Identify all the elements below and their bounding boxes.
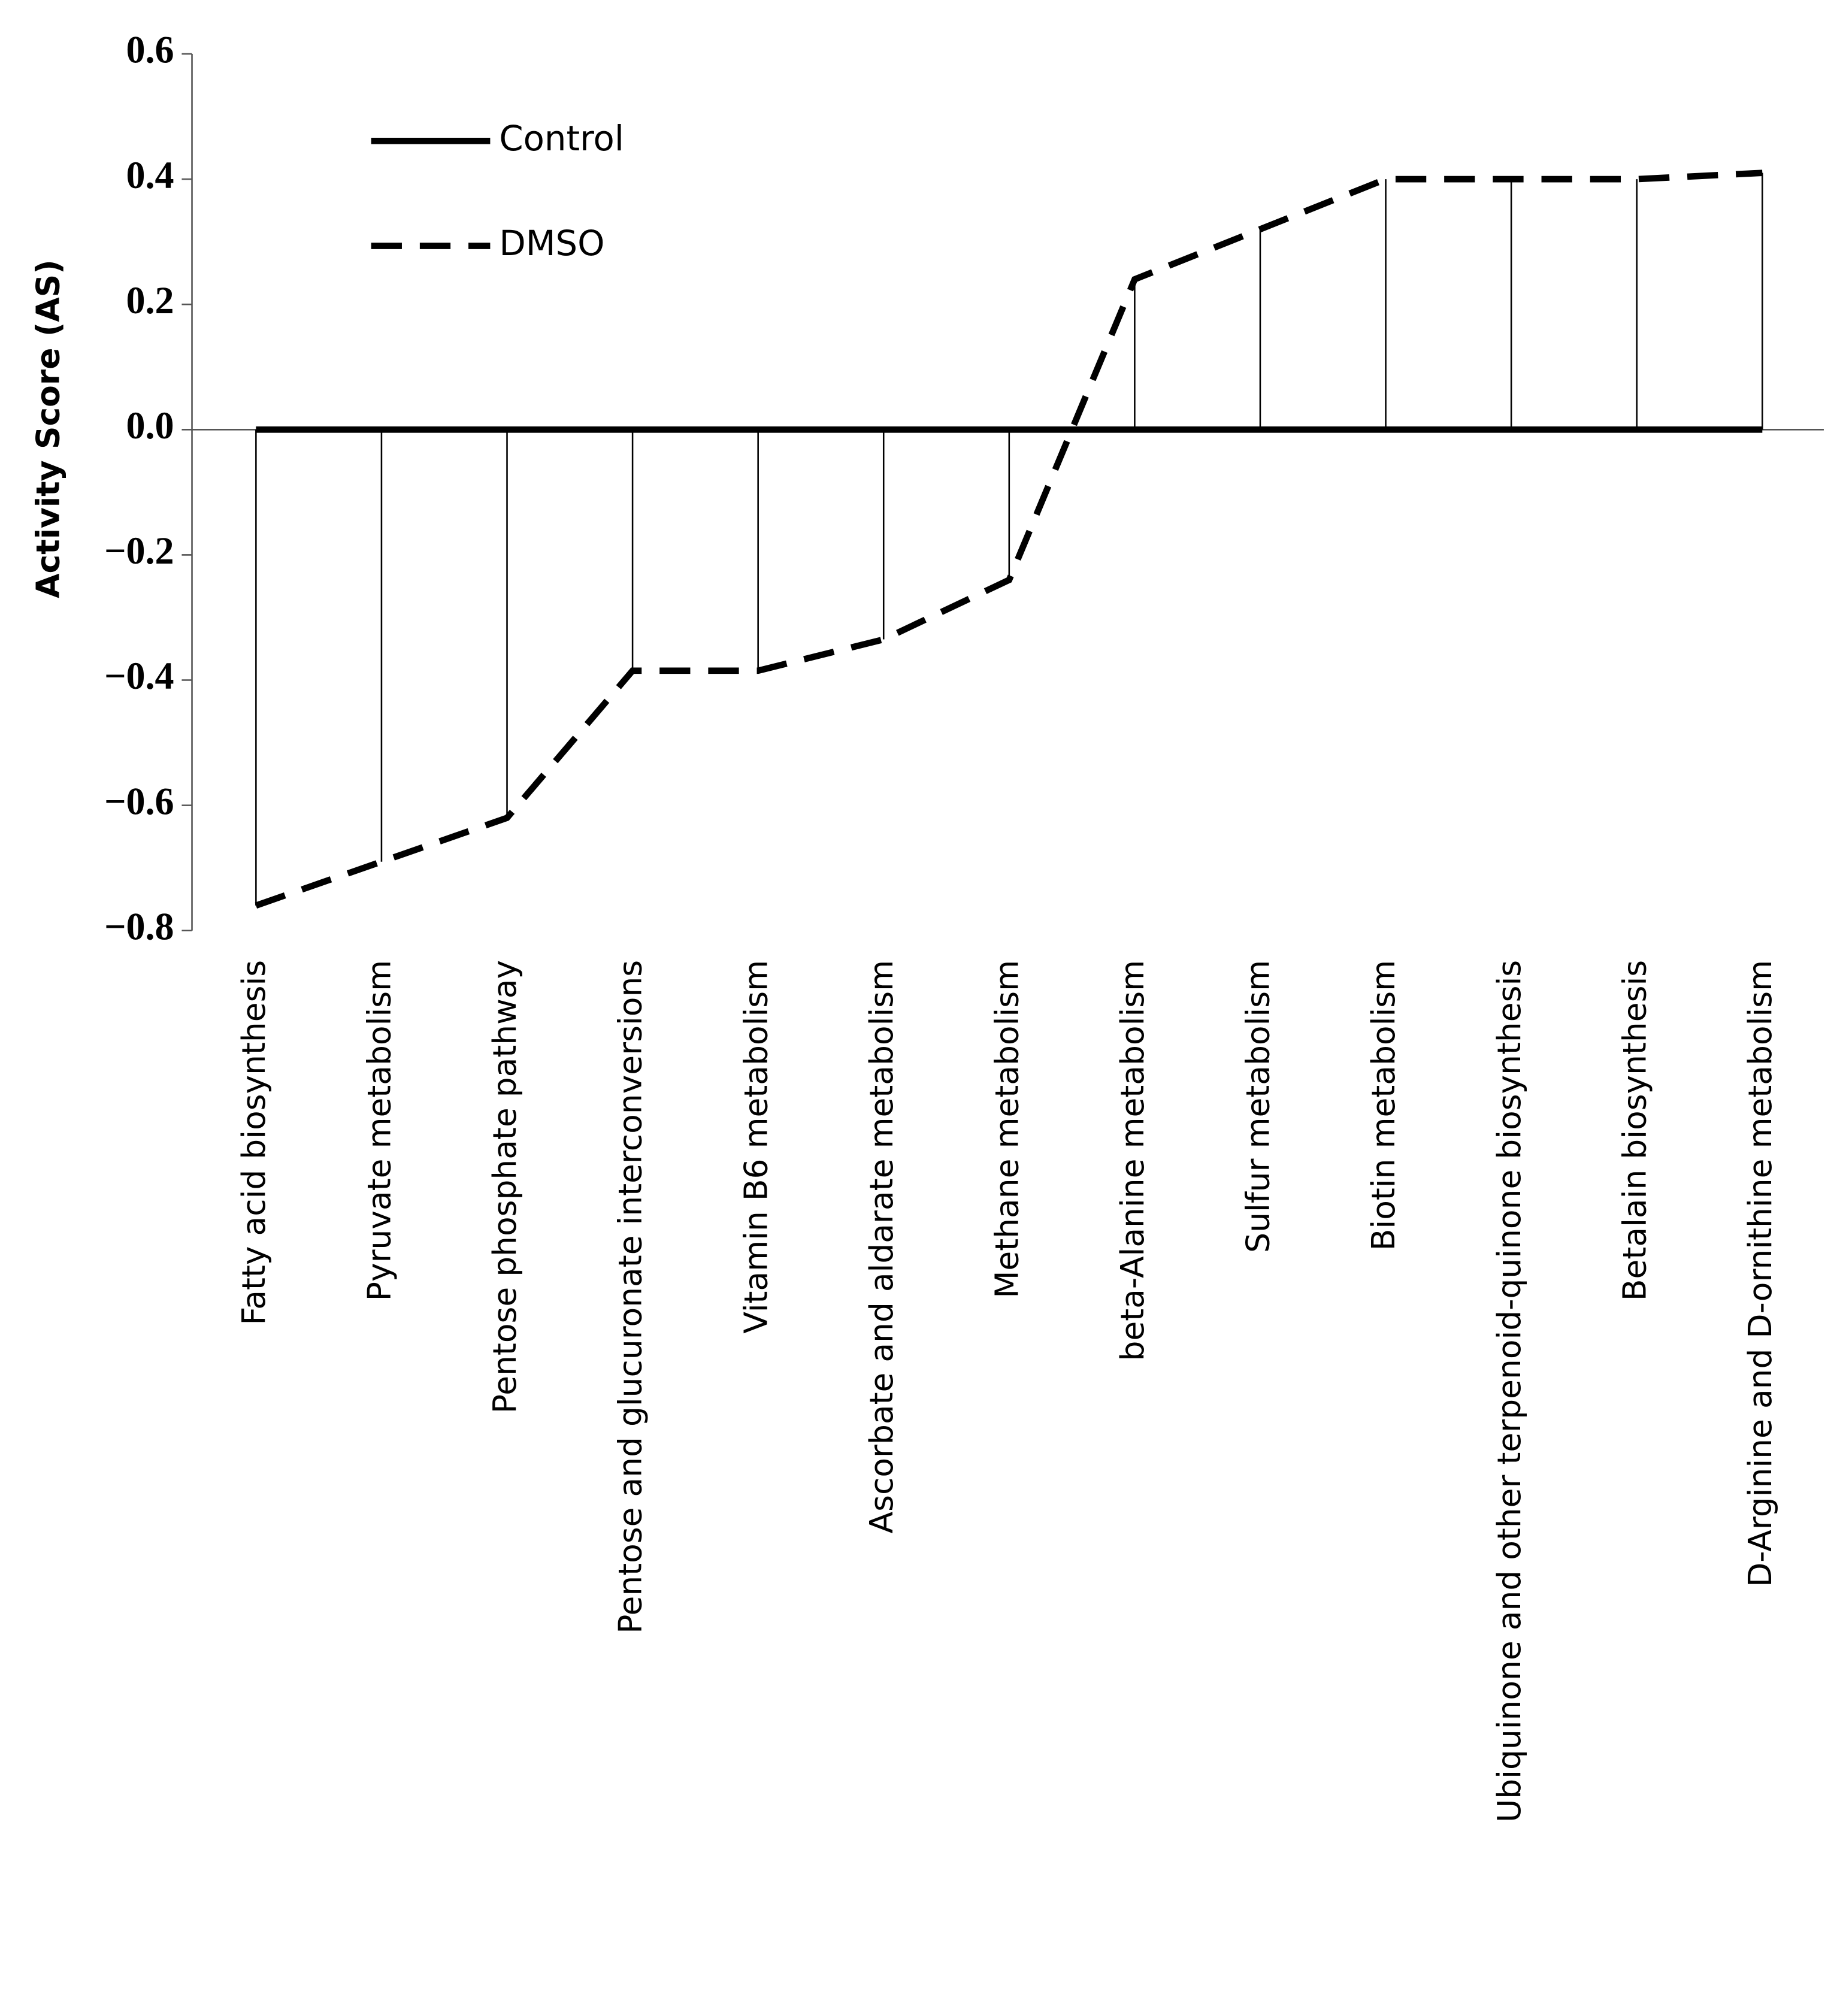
y-axis-label: Activity Score (AS): [29, 259, 66, 598]
y-tick-label: 0.0: [126, 404, 174, 447]
y-tick-label: −0.4: [104, 655, 174, 697]
x-tick-label: Fatty acid biosynthesis: [235, 960, 273, 1325]
y-tick-label: −0.6: [104, 780, 174, 822]
x-tick-label: Pentose and glucuronate interconversions: [612, 960, 649, 1634]
x-tick-label: Ubiquinone and other terpenoid-quinone b…: [1490, 960, 1528, 1823]
x-tick-label: Ascorbate and aldarate metabolism: [863, 960, 900, 1534]
x-tick-label: Pentose phosphate pathway: [486, 960, 523, 1413]
x-tick-label: beta-Alanine metabolism: [1113, 960, 1151, 1361]
y-tick-label: −0.8: [104, 905, 174, 948]
x-tick-label: Betalain biosynthesis: [1615, 960, 1653, 1301]
plot: 0.6 0.4 0.2 0.0 −0.2 −0.4 −0.6 −0.8 Fatty acid b…: [104, 29, 1824, 1823]
x-tick-label: Methane metabolism: [988, 960, 1025, 1298]
y-tick-label: −0.2: [104, 529, 174, 572]
y-tick-label: 0.2: [126, 279, 174, 322]
x-tick-label: Vitamin B6 metabolism: [737, 960, 774, 1334]
series-line: [255, 169, 1763, 909]
x-tick-label: Sulfur metabolism: [1239, 960, 1277, 1253]
legend-label: DMSO: [499, 223, 604, 264]
legend-label: Control: [499, 118, 624, 159]
y-tick-label: 0.6: [126, 29, 174, 71]
x-tick-label: D-Arginine and D-ornithine metabolism: [1741, 960, 1779, 1587]
x-tick-label: Biotin metabolism: [1364, 960, 1402, 1251]
y-tick-label: 0.4: [126, 154, 174, 196]
x-tick-label: Pyruvate metabolism: [361, 960, 398, 1301]
